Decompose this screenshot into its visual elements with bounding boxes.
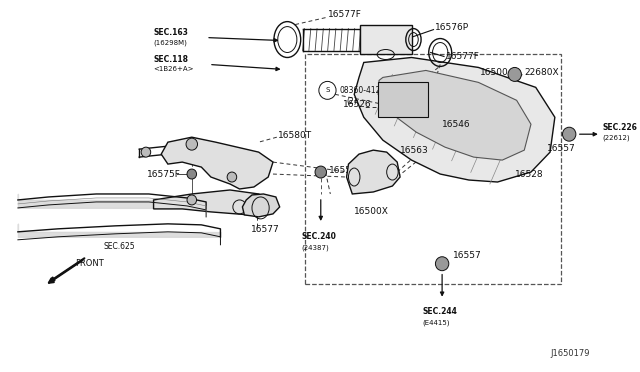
Circle shape — [187, 169, 196, 179]
Circle shape — [435, 257, 449, 271]
Text: 16563: 16563 — [400, 145, 429, 155]
Circle shape — [187, 195, 196, 205]
Text: 16500X: 16500X — [354, 208, 389, 217]
Text: 08360-41225: 08360-41225 — [340, 86, 391, 95]
Text: (2): (2) — [347, 97, 357, 106]
Polygon shape — [347, 150, 400, 194]
Text: J1650179: J1650179 — [550, 349, 589, 358]
Text: SEC.163: SEC.163 — [154, 28, 188, 37]
Text: <1B26+A>: <1B26+A> — [154, 67, 194, 73]
Text: (24387): (24387) — [301, 244, 330, 251]
Text: 22680X: 22680X — [524, 68, 559, 77]
Text: SEC.226: SEC.226 — [603, 123, 637, 132]
Text: (16298M): (16298M) — [154, 39, 188, 46]
Polygon shape — [243, 194, 280, 217]
Text: 16580T: 16580T — [278, 131, 312, 140]
Text: 16576P: 16576P — [435, 23, 470, 32]
Text: SEC.240: SEC.240 — [301, 232, 337, 241]
Text: 16546: 16546 — [442, 120, 471, 129]
Polygon shape — [154, 190, 278, 215]
Circle shape — [508, 67, 522, 81]
Polygon shape — [378, 70, 531, 160]
FancyBboxPatch shape — [378, 82, 428, 117]
Text: SEC.244: SEC.244 — [422, 307, 457, 316]
Text: 16557: 16557 — [452, 251, 481, 260]
Circle shape — [315, 166, 326, 178]
Polygon shape — [161, 137, 273, 189]
Text: SEC.625: SEC.625 — [104, 242, 136, 251]
Text: 16528: 16528 — [515, 170, 543, 179]
Text: (E4415): (E4415) — [422, 319, 449, 326]
FancyBboxPatch shape — [360, 25, 413, 54]
Text: 16577: 16577 — [251, 225, 280, 234]
Circle shape — [563, 127, 576, 141]
Text: 16526: 16526 — [343, 100, 371, 109]
Text: SEC.118: SEC.118 — [154, 55, 189, 64]
Text: 16557: 16557 — [547, 144, 576, 153]
Text: 16557+A: 16557+A — [330, 166, 372, 174]
Text: 16575F: 16575F — [147, 170, 180, 179]
Polygon shape — [354, 58, 555, 182]
Circle shape — [227, 172, 237, 182]
Text: 16577F: 16577F — [328, 10, 362, 19]
Text: 16577F: 16577F — [446, 52, 480, 61]
Circle shape — [186, 138, 198, 150]
Text: 16500: 16500 — [481, 68, 509, 77]
Text: FRONT: FRONT — [76, 259, 104, 268]
Text: (22612): (22612) — [603, 135, 630, 141]
Text: S: S — [325, 87, 330, 93]
Circle shape — [141, 147, 150, 157]
